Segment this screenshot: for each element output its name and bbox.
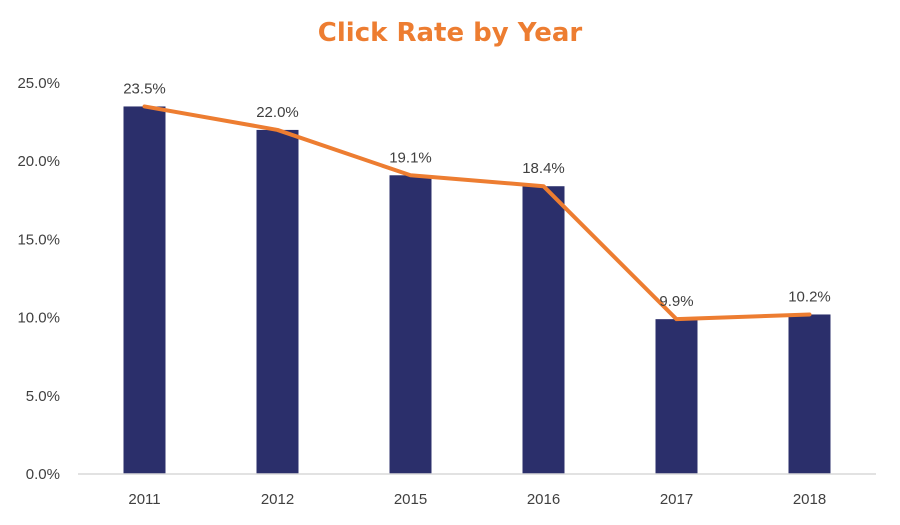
- chart-title: Click Rate by Year: [317, 18, 583, 48]
- bar-2012: [256, 129, 299, 475]
- x-tick-label: 2018: [793, 491, 826, 508]
- data-labels: 23.5% 22.0% 19.1% 18.4% 9.9% 10.2%: [123, 80, 831, 310]
- y-axis-ticks: 0.0% 5.0% 10.0% 15.0% 20.0% 25.0%: [17, 75, 60, 483]
- data-label: 18.4%: [522, 160, 565, 177]
- x-tick-label: 2016: [527, 491, 560, 508]
- y-tick-label: 10.0%: [17, 310, 60, 327]
- data-label: 22.0%: [256, 104, 299, 121]
- bars: [123, 106, 831, 475]
- x-tick-label: 2017: [660, 491, 693, 508]
- x-axis-ticks: 2011 2012 2015 2016 2017 2018: [128, 491, 826, 508]
- trend-line: [142, 104, 812, 322]
- y-tick-label: 0.0%: [26, 466, 60, 483]
- y-tick-label: 15.0%: [17, 231, 60, 248]
- x-tick-label: 2015: [394, 491, 427, 508]
- bar-2015: [389, 175, 432, 474]
- y-tick-label: 25.0%: [17, 75, 60, 92]
- bar-2017: [655, 319, 698, 474]
- data-label: 23.5%: [123, 80, 166, 97]
- y-tick-label: 5.0%: [26, 388, 60, 405]
- data-label: 9.9%: [659, 293, 693, 310]
- bar-2018: [788, 314, 831, 474]
- data-label: 19.1%: [389, 149, 432, 166]
- x-tick-label: 2011: [128, 491, 160, 508]
- bar-2011: [123, 106, 166, 475]
- x-tick-label: 2012: [261, 491, 294, 508]
- bar-2016: [522, 186, 565, 474]
- data-label: 10.2%: [788, 288, 831, 305]
- y-tick-label: 20.0%: [17, 153, 60, 170]
